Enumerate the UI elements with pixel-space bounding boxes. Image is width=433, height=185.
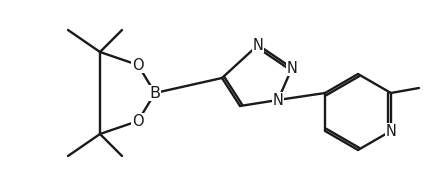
- Text: N: N: [252, 38, 263, 53]
- Text: N: N: [272, 92, 284, 107]
- Text: O: O: [132, 58, 144, 73]
- Text: N: N: [385, 124, 396, 139]
- Text: N: N: [287, 60, 297, 75]
- Text: O: O: [132, 114, 144, 129]
- Text: B: B: [149, 85, 161, 100]
